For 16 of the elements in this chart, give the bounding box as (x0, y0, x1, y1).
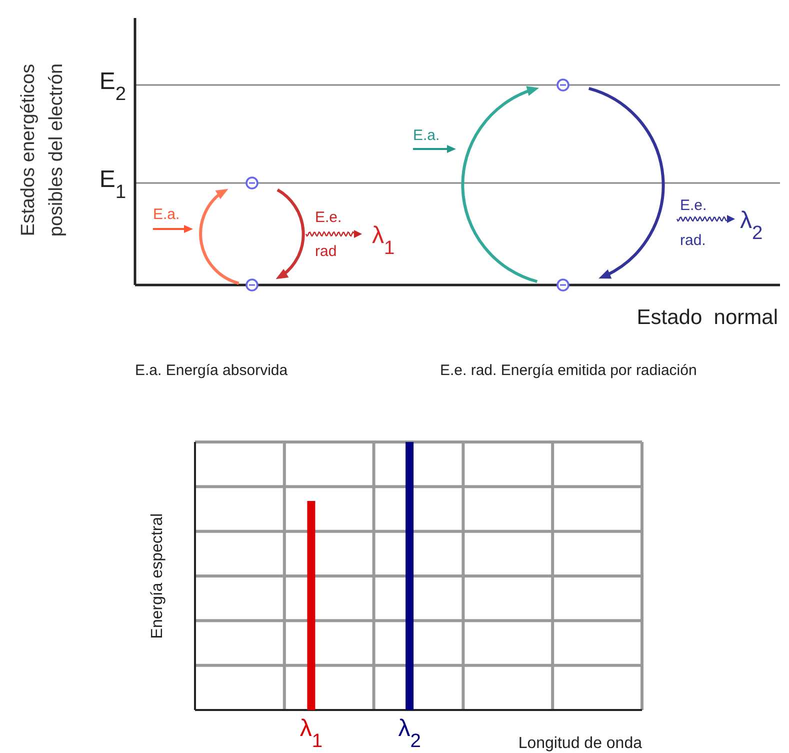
x-axis-title: Longitud de onda (518, 735, 642, 752)
text: E.a. (153, 206, 180, 223)
text: E.e. (680, 197, 707, 214)
text: E.a. Energía absorvida (135, 362, 288, 379)
text: E$_{2}$ (99, 68, 126, 104)
text: E$_{1}$ (99, 166, 126, 202)
text: E.e. (315, 209, 342, 226)
text: Estados energéticos posibles del electrón (18, 63, 67, 237)
y-axis-title: Energía espectral (149, 513, 166, 639)
text: E.a. (413, 127, 440, 144)
text: rad. (680, 232, 706, 249)
text: λ$_{2}$ (740, 207, 763, 244)
text: E.e. rad. Energía emitida por radiación (440, 362, 697, 379)
text: rad (315, 243, 337, 260)
text: Estado normal (636, 306, 778, 329)
text: λ$_{1}$ (372, 222, 395, 258)
